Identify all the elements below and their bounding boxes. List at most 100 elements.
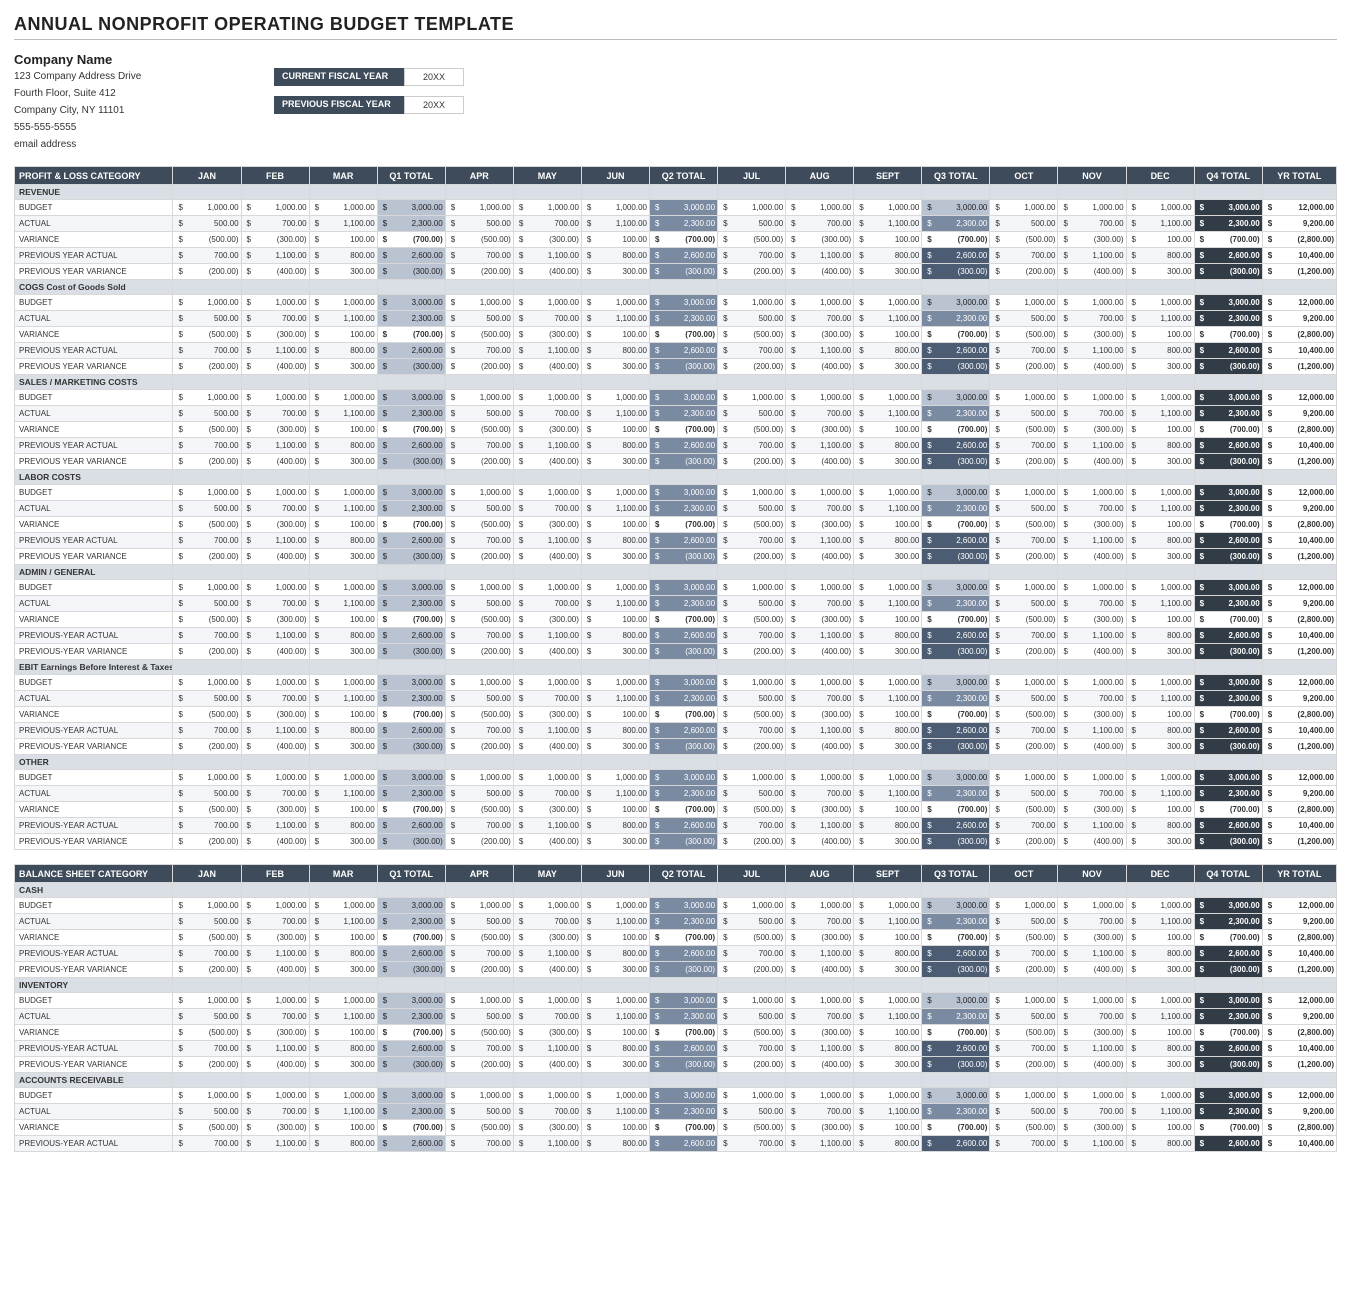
cell: $ 800.00 <box>581 248 649 264</box>
cell: $ (300.00) <box>241 232 309 248</box>
cell: $ 9,200.00 <box>1262 311 1336 327</box>
cell: $ (500.00) <box>173 1120 241 1136</box>
cell: $ 1,100.00 <box>581 786 649 802</box>
cell: $ 500.00 <box>990 914 1058 930</box>
col-header: APR <box>445 865 513 883</box>
row-label: BUDGET <box>15 485 173 501</box>
cell: $ (300.00) <box>1058 612 1126 628</box>
cell: $ 100.00 <box>854 802 922 818</box>
cell: $ 700.00 <box>786 216 854 232</box>
cell: $ 2,600.00 <box>377 438 445 454</box>
cell: $ 1,000.00 <box>445 993 513 1009</box>
cell: $ 500.00 <box>990 311 1058 327</box>
section-empty <box>990 375 1058 390</box>
cell: $ 3,000.00 <box>377 295 445 311</box>
cell: $ 1,000.00 <box>173 295 241 311</box>
cell: $ 1,100.00 <box>786 818 854 834</box>
cell: $ (200.00) <box>718 834 786 850</box>
table-row: BUDGET$ 1,000.00$ 1,000.00$ 1,000.00$ 3,… <box>15 898 1337 914</box>
cell: $ (500.00) <box>718 327 786 343</box>
cell: $ (500.00) <box>718 517 786 533</box>
cell: $ (700.00) <box>1194 802 1262 818</box>
section-empty <box>581 185 649 200</box>
section-empty <box>309 185 377 200</box>
section-empty <box>1058 883 1126 898</box>
cell: $ 2,600.00 <box>1194 343 1262 359</box>
cell: $ 100.00 <box>581 1025 649 1041</box>
cell: $ 1,000.00 <box>241 485 309 501</box>
cell: $ 3,000.00 <box>1194 580 1262 596</box>
col-header: Q4 TOTAL <box>1194 865 1262 883</box>
col-header: JUN <box>581 865 649 883</box>
cell: $ 1,000.00 <box>445 580 513 596</box>
cell: $ 1,000.00 <box>581 485 649 501</box>
cell: $ 1,000.00 <box>854 1088 922 1104</box>
section-empty <box>786 883 854 898</box>
cell: $ 800.00 <box>309 1136 377 1152</box>
cell: $ 500.00 <box>718 311 786 327</box>
cell: $ 500.00 <box>445 1009 513 1025</box>
cell: $ (500.00) <box>718 802 786 818</box>
cell: $ 3,000.00 <box>649 580 717 596</box>
cell: $ 100.00 <box>309 930 377 946</box>
cell: $ (200.00) <box>718 264 786 280</box>
cell: $ (500.00) <box>445 930 513 946</box>
cell: $ (200.00) <box>718 644 786 660</box>
cell: $ (1,200.00) <box>1262 962 1336 978</box>
cell: $ 700.00 <box>173 723 241 739</box>
section-empty <box>1126 470 1194 485</box>
cell: $ 300.00 <box>1126 1057 1194 1073</box>
section-empty <box>241 185 309 200</box>
section-empty <box>990 660 1058 675</box>
cell: $ 300.00 <box>854 359 922 375</box>
cell: $ (300.00) <box>649 264 717 280</box>
cell: $ 2,300.00 <box>922 216 990 232</box>
cell: $ 700.00 <box>786 786 854 802</box>
cell: $ 300.00 <box>309 549 377 565</box>
cell: $ 100.00 <box>1126 517 1194 533</box>
cell: $ 9,200.00 <box>1262 1009 1336 1025</box>
cell: $ 1,000.00 <box>1058 200 1126 216</box>
cell: $ 500.00 <box>990 406 1058 422</box>
section-empty <box>513 755 581 770</box>
cell: $ (1,200.00) <box>1262 454 1336 470</box>
section-empty <box>1262 755 1336 770</box>
section-empty <box>786 1073 854 1088</box>
section-empty <box>718 280 786 295</box>
cell: $ (300.00) <box>786 612 854 628</box>
cell: $ 1,000.00 <box>1058 295 1126 311</box>
cell: $ 2,600.00 <box>649 248 717 264</box>
current-fiscal-year: CURRENT FISCAL YEAR 20XX <box>274 68 464 86</box>
cell: $ (200.00) <box>718 359 786 375</box>
row-label: BUDGET <box>15 675 173 691</box>
cell: $ (500.00) <box>718 1025 786 1041</box>
cell: $ 700.00 <box>990 723 1058 739</box>
cell: $ (500.00) <box>173 422 241 438</box>
cell: $ (700.00) <box>922 1120 990 1136</box>
cell: $ 2,600.00 <box>922 248 990 264</box>
cell: $ (500.00) <box>990 802 1058 818</box>
cell: $ 700.00 <box>241 691 309 707</box>
cell: $ 300.00 <box>309 962 377 978</box>
row-label: PREVIOUS YEAR ACTUAL <box>15 343 173 359</box>
section-empty <box>922 978 990 993</box>
cell: $ 2,600.00 <box>377 946 445 962</box>
section-header: OTHER <box>15 755 173 770</box>
cell: $ 100.00 <box>1126 422 1194 438</box>
cell: $ 1,000.00 <box>1058 485 1126 501</box>
cell: $ 2,300.00 <box>649 311 717 327</box>
cell: $ 100.00 <box>581 930 649 946</box>
cell: $ (300.00) <box>922 1057 990 1073</box>
section-empty <box>854 280 922 295</box>
cell: $ 1,000.00 <box>786 295 854 311</box>
cell: $ 1,100.00 <box>241 946 309 962</box>
cell: $ 800.00 <box>581 723 649 739</box>
cell: $ 100.00 <box>1126 707 1194 723</box>
cell: $ 9,200.00 <box>1262 914 1336 930</box>
row-label: VARIANCE <box>15 327 173 343</box>
cell: $ 1,000.00 <box>309 200 377 216</box>
section-empty <box>786 375 854 390</box>
cell: $ 700.00 <box>241 914 309 930</box>
cell: $ 800.00 <box>1126 533 1194 549</box>
cell: $ (400.00) <box>513 962 581 978</box>
